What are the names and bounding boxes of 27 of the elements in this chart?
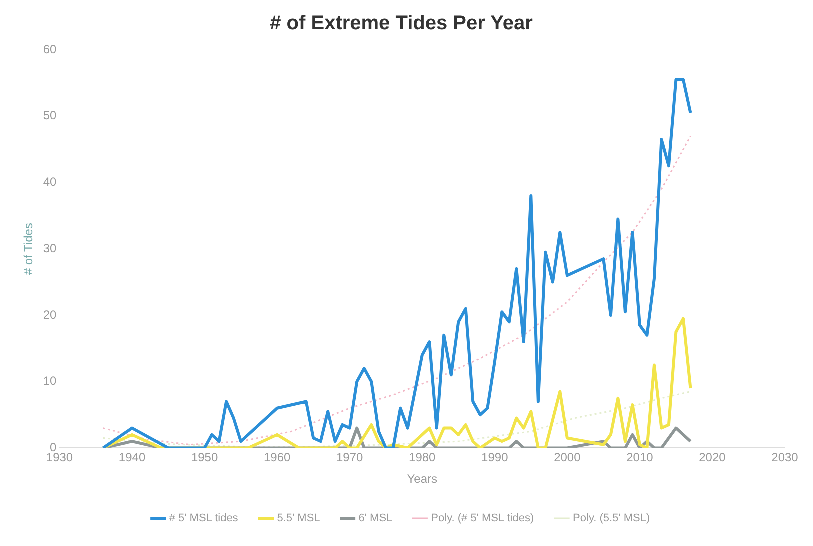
x-tick-label: 1940: [118, 450, 146, 465]
legend-label: # 5' MSL tides: [169, 512, 239, 525]
chart-title: # of Extreme Tides Per Year: [270, 12, 534, 35]
x-tick-label: 2010: [626, 450, 654, 465]
y-axis-title: # of Tides: [22, 223, 36, 276]
x-tick-label: 2020: [699, 450, 726, 465]
y-tick-label: 20: [43, 308, 58, 322]
x-tick-label: 2030: [772, 450, 799, 465]
x-tick-label: 1930: [46, 450, 74, 465]
line-series: [102, 136, 692, 446]
x-tick-label: 1970: [336, 450, 364, 465]
legend-label: Poly. (# 5' MSL tides): [431, 512, 534, 525]
x-tick-label: 2000: [554, 450, 582, 465]
legend-label: 6' MSL: [358, 512, 393, 525]
y-tick-label: 60: [43, 42, 58, 56]
x-tick-label: 1960: [264, 450, 291, 465]
legend-label: Poly. (5.5' MSL): [573, 512, 650, 525]
y-tick-label: 10: [43, 374, 58, 388]
y-tick-label: 50: [43, 108, 58, 123]
x-tick-label: 1980: [409, 450, 436, 465]
x-tick-label: 1950: [191, 450, 218, 465]
y-tick-label: 30: [43, 241, 58, 256]
line-series: [102, 391, 692, 448]
x-axis-title: Years: [407, 472, 438, 486]
x-tick-label: 1990: [482, 450, 509, 465]
y-tick-label: 40: [43, 175, 58, 190]
legend-label: 5.5' MSL: [277, 512, 320, 525]
